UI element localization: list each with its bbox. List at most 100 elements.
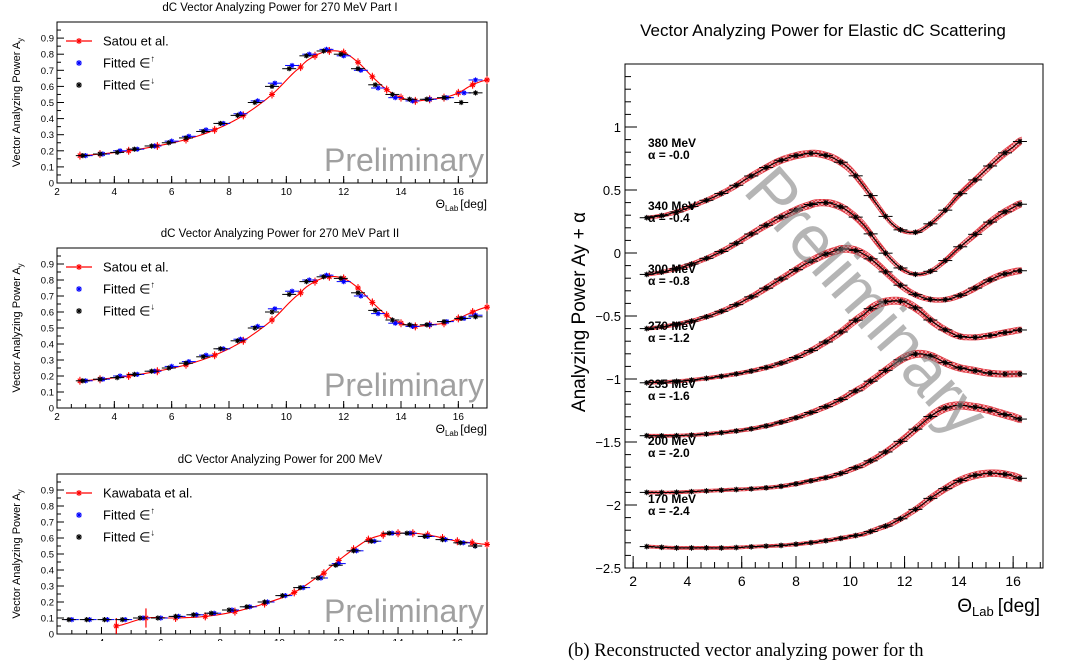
- data-point: [763, 164, 769, 171]
- fitted-up-point: [272, 80, 278, 86]
- experiment-point: [125, 373, 132, 379]
- data-point: [748, 368, 755, 374]
- data-point: [1017, 475, 1023, 482]
- data-point: [837, 329, 844, 335]
- experiment-point: [484, 304, 490, 311]
- x-tick-label: 2: [54, 187, 60, 198]
- y-tick-label: 0: [49, 630, 54, 641]
- legend: Satou et al. Fitted ∈↑ Fitted ∈↓: [66, 260, 169, 319]
- data-point: [1017, 138, 1023, 145]
- data-point: [778, 542, 784, 549]
- fitted-up-point: [186, 133, 192, 139]
- fitted-up-point: [341, 279, 347, 285]
- fitted-down-point: [407, 96, 413, 102]
- data-point: [1002, 329, 1008, 336]
- legend-label-sup: ↑: [150, 506, 155, 516]
- fitted-down-point: [389, 317, 395, 323]
- data-point: [658, 544, 665, 551]
- fitted-down-point: [368, 538, 374, 544]
- data-point: [688, 432, 695, 438]
- fitted-up-point: [358, 67, 364, 73]
- data-point: [703, 545, 710, 551]
- data-point: [882, 523, 889, 529]
- y-tick-label: 0.2: [41, 146, 54, 157]
- data-point: [808, 258, 814, 264]
- x-tick-label: 4: [99, 638, 105, 641]
- data-point: [718, 429, 725, 436]
- data-point: [867, 378, 874, 385]
- data-point: [867, 231, 874, 237]
- main-x-tick-label: 10: [842, 573, 858, 589]
- data-point: [867, 458, 874, 464]
- main-x-tick-label: 16: [1005, 573, 1021, 589]
- fitted-down-point: [149, 143, 155, 149]
- y-tick-label: 0.1: [41, 614, 54, 625]
- data-point: [718, 545, 725, 551]
- data-point: [837, 204, 844, 210]
- fitted-down-point: [208, 610, 214, 616]
- fitted-down-point: [297, 585, 303, 591]
- fitted-down-point: [84, 617, 90, 623]
- main-x-axis-label: ΘLab [deg]: [957, 596, 1040, 619]
- y-tick-label: 0.8: [41, 502, 54, 513]
- fitted-down-point: [286, 291, 292, 297]
- fitted-up-point: [203, 127, 209, 133]
- data-point: [1002, 371, 1008, 377]
- legend-label: Satou et al.: [103, 34, 169, 49]
- fitted-down-point: [200, 128, 206, 135]
- main-y-axis-label: Analyzing Power Ay + α: [569, 212, 590, 412]
- fitted-up-point: [336, 561, 342, 567]
- x-tick-label: 4: [112, 412, 118, 423]
- fitted-down-point: [303, 279, 309, 285]
- figure-caption: (b) Reconstructed vector analyzing power…: [568, 641, 924, 661]
- data-point: [912, 229, 919, 236]
- data-point: [867, 305, 874, 312]
- fitted-up-point: [472, 77, 479, 83]
- x-tick-label: 6: [169, 412, 175, 423]
- x-axis-label: ΘLab [deg]: [436, 422, 487, 438]
- x-axis-label-unit: [deg]: [460, 197, 487, 211]
- experiment-point: [125, 147, 132, 154]
- experiment-point: [369, 299, 376, 306]
- uncertainty-band: [646, 199, 1022, 277]
- experiment-point: [211, 126, 218, 133]
- small-panel-2: dC Vector Analyzing Power for 270 MeV Pa…: [11, 228, 490, 438]
- data-point: [942, 485, 949, 492]
- data-point: [987, 332, 993, 339]
- data-point: [733, 544, 740, 551]
- fitted-up-point: [409, 323, 416, 329]
- data-point: [703, 488, 710, 494]
- data-point: [643, 489, 650, 496]
- data-point: [972, 231, 978, 238]
- data-point: [867, 528, 874, 535]
- fitted-down-point: [80, 378, 86, 384]
- data-point: [823, 251, 829, 257]
- legend-label-sup: ↓: [150, 76, 155, 86]
- data-point: [658, 212, 665, 219]
- data-point: [852, 214, 859, 220]
- curve-alpha-label: α = -2.4: [648, 504, 690, 518]
- main-y-tick-label: −2: [606, 498, 621, 513]
- fitted-down-point: [149, 368, 155, 374]
- fitted-down-point: [355, 290, 361, 296]
- small-panel-1: dC Vector Analyzing Power for 270 MeV Pa…: [11, 2, 490, 213]
- data-point: [643, 325, 650, 332]
- fitted-up-point: [375, 311, 381, 317]
- main-x-tick-label: 8: [792, 573, 800, 589]
- main-x-axis-label-sub: Lab: [972, 604, 994, 619]
- experiment-point: [297, 64, 304, 71]
- legend-label: Satou et al.: [103, 260, 169, 275]
- data-point: [897, 298, 904, 304]
- legend-label: Fitted ∈↓: [103, 76, 155, 93]
- data-point: [942, 207, 949, 213]
- fitted-down-point: [355, 66, 361, 72]
- data-point: [927, 268, 934, 275]
- data-point: [643, 271, 650, 278]
- watermark: Preliminary: [324, 367, 484, 403]
- experiment-point: [369, 73, 376, 80]
- data-point: [808, 150, 814, 157]
- y-tick-label: 0.6: [41, 534, 54, 545]
- legend-label-sup: ↑: [150, 280, 155, 290]
- fitted-down-point: [333, 562, 339, 568]
- data-point: [793, 152, 799, 159]
